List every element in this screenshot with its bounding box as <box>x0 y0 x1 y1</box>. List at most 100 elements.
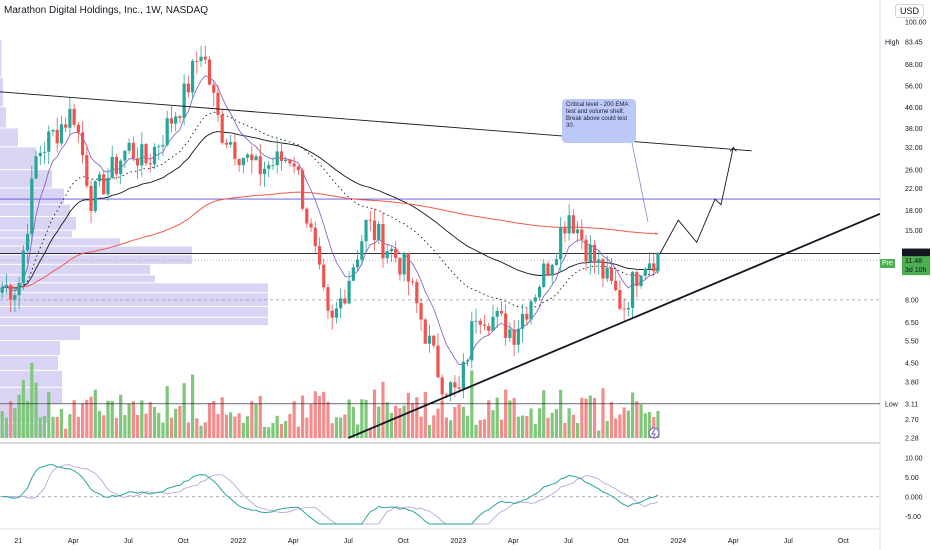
oscillator-tick-label: 0.000 <box>905 494 923 501</box>
time-tick-label: Apr <box>508 538 520 545</box>
extreme-label: High <box>885 39 900 46</box>
time-axis[interactable]: 21 Apr Jul Oct 2022 Apr Jul Oct 2023 Apr Jul Oct 202… <box>14 538 848 545</box>
volume-bar <box>478 419 482 438</box>
candle <box>381 212 385 268</box>
volume-bar <box>178 405 182 438</box>
volume-bar <box>440 400 444 438</box>
volume-bar <box>34 382 38 438</box>
volume-bar <box>487 400 491 438</box>
volume-bar <box>385 402 389 438</box>
volume-bar <box>618 414 622 438</box>
volume-bar <box>152 406 157 438</box>
candle <box>520 303 525 343</box>
volume-bar <box>0 411 4 438</box>
price-tick-label: 83.45 <box>905 39 923 46</box>
volume-bar <box>279 424 284 438</box>
volume-bar <box>533 424 537 438</box>
volume-bar <box>25 401 30 438</box>
volume-bar <box>597 430 601 438</box>
volume-bar <box>465 415 470 438</box>
projection-path[interactable] <box>631 142 737 254</box>
candle <box>330 304 334 330</box>
volume-profile-bin <box>0 341 60 356</box>
candle <box>372 208 377 251</box>
volume-bar <box>339 417 343 438</box>
candle <box>563 221 567 243</box>
volume-bar <box>635 401 639 438</box>
candle <box>389 246 394 263</box>
volume-profile-bin <box>0 283 268 293</box>
volume-bar <box>284 421 288 438</box>
candle <box>80 121 85 164</box>
price-tick-label: 3.11 <box>905 401 918 408</box>
volume-bar <box>309 404 313 438</box>
candle <box>258 143 262 187</box>
volume-bar <box>546 417 550 438</box>
candle <box>652 253 656 277</box>
candle <box>322 258 326 291</box>
candle <box>457 375 461 393</box>
volume-bar <box>89 396 93 438</box>
volume-bar <box>76 416 80 438</box>
flash-icon[interactable] <box>648 427 660 439</box>
candle <box>575 221 580 243</box>
candle <box>529 299 533 325</box>
volume-bar <box>520 415 525 438</box>
candle <box>165 110 169 147</box>
volume-bar <box>220 397 224 438</box>
candle <box>21 245 25 290</box>
candle <box>284 156 288 163</box>
volume-bar <box>207 403 212 438</box>
candle <box>47 125 51 165</box>
time-tick-label: Apr <box>728 538 740 545</box>
candle <box>343 289 347 305</box>
volume-bar <box>495 397 499 438</box>
candle <box>449 381 453 402</box>
volume-bar <box>499 419 504 438</box>
currency-badge[interactable]: USD <box>894 4 924 18</box>
annotation-note[interactable]: Critical level - 200 EMA test and volume… <box>562 99 636 143</box>
volume-bar <box>461 406 465 438</box>
volume-bar <box>614 418 618 438</box>
candle <box>355 250 360 272</box>
candle <box>9 283 13 313</box>
volume-bar <box>21 379 25 438</box>
oscillator-axis[interactable]: 10.00 5.00 0.000 -5.00 <box>905 455 923 521</box>
candle <box>174 111 178 132</box>
time-tick-label: Jul <box>784 538 793 545</box>
candle <box>326 283 330 320</box>
last-price-tag: 12.19 <box>902 248 930 258</box>
volume-bar <box>127 403 131 438</box>
volume-profile-bin <box>0 264 150 275</box>
svg-text:12.19: 12.19 <box>905 251 923 258</box>
candle <box>622 298 626 321</box>
price-axis[interactable]: 100.00 83.45 68.00 56.00 46.00 38.00 32.00 26.0… <box>902 20 930 443</box>
price-tick-label: 2.70 <box>905 417 919 424</box>
time-tick-label: Apr <box>68 538 80 545</box>
volume-bar <box>275 415 279 438</box>
candle <box>626 301 630 317</box>
candle <box>643 267 647 280</box>
horizontal-levels <box>0 198 880 405</box>
candle <box>127 138 131 154</box>
volume-bar <box>93 389 97 438</box>
candle <box>161 134 165 157</box>
volume-bar <box>504 389 508 438</box>
candle <box>546 261 550 277</box>
volume-bar <box>42 416 47 438</box>
volume-bar <box>161 422 165 438</box>
candle <box>17 277 21 309</box>
candle <box>406 253 410 296</box>
price-tick-label: 26.00 <box>905 168 923 175</box>
volume-bar <box>262 426 267 438</box>
candle <box>592 239 597 274</box>
candle <box>288 158 292 167</box>
volume-bar <box>423 391 427 438</box>
volume-profile-bin <box>0 39 2 78</box>
candle <box>309 218 313 232</box>
volume-bar <box>406 392 410 438</box>
volume-bar <box>330 423 334 438</box>
candle <box>93 180 97 214</box>
volume-bar <box>394 405 398 438</box>
